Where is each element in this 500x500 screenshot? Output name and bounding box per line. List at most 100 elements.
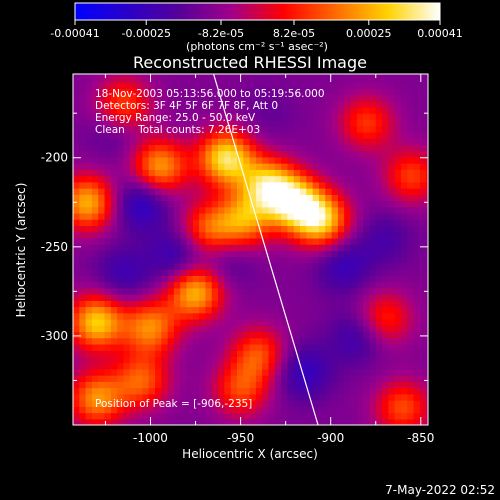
heatmap-cell xyxy=(192,418,200,425)
heatmap-cell xyxy=(85,375,93,382)
heatmap-cell xyxy=(98,337,106,345)
heatmap-cell xyxy=(79,318,87,326)
heatmap-cell xyxy=(161,381,169,389)
heatmap-cell xyxy=(300,219,307,227)
heatmap-cell xyxy=(186,75,194,83)
heatmap-cell xyxy=(382,281,389,289)
heatmap-cell xyxy=(192,100,200,108)
heatmap-cell xyxy=(249,269,257,276)
heatmap-cell xyxy=(236,343,244,351)
heatmap-cell xyxy=(268,375,276,382)
heatmap-cell xyxy=(123,144,131,152)
heatmap-cell xyxy=(180,119,188,127)
heatmap-cell xyxy=(91,88,99,96)
heatmap-cell xyxy=(243,206,251,214)
heatmap-cell xyxy=(186,194,194,202)
heatmap-cell xyxy=(312,212,320,220)
heatmap-cell xyxy=(262,94,270,102)
heatmap-cell xyxy=(287,175,295,183)
heatmap-cell xyxy=(344,400,352,407)
heatmap-cell xyxy=(161,244,169,251)
heatmap-cell xyxy=(331,331,339,339)
heatmap-cell xyxy=(211,163,219,170)
heatmap-cell xyxy=(400,368,408,376)
heatmap-cell xyxy=(325,418,333,425)
heatmap-cell xyxy=(167,225,175,233)
heatmap-cell xyxy=(388,106,396,114)
heatmap-cell xyxy=(142,300,150,308)
heatmap-cell xyxy=(255,138,263,145)
heatmap-cell xyxy=(312,381,320,389)
heatmap-cell xyxy=(123,113,131,121)
heatmap-cell xyxy=(98,269,106,276)
heatmap-cell xyxy=(356,188,364,195)
heatmap-cell xyxy=(337,125,345,133)
heatmap-cell xyxy=(142,350,150,358)
heatmap-cell xyxy=(91,406,99,414)
heatmap-cell xyxy=(318,175,326,183)
heatmap-cell xyxy=(73,368,80,376)
heatmap-cell xyxy=(287,225,295,233)
heatmap-cell xyxy=(375,212,383,220)
heatmap-cell xyxy=(426,318,428,326)
heatmap-cell xyxy=(85,194,93,202)
heatmap-cell xyxy=(274,175,282,183)
heatmap-cell xyxy=(73,75,80,83)
heatmap-cell xyxy=(363,350,371,358)
heatmap-cell xyxy=(136,119,143,127)
heatmap-cell xyxy=(142,100,150,108)
heatmap-cell xyxy=(218,125,225,133)
heatmap-cell xyxy=(243,287,251,295)
heatmap-cell xyxy=(148,300,156,308)
heatmap-cell xyxy=(91,74,99,77)
heatmap-cell xyxy=(211,200,219,208)
heatmap-cell xyxy=(337,156,345,164)
heatmap-cell xyxy=(85,94,93,102)
heatmap-cell xyxy=(394,94,402,102)
heatmap-cell xyxy=(350,150,358,158)
heatmap-cell xyxy=(98,225,106,233)
heatmap-cell xyxy=(148,169,156,177)
heatmap-cell xyxy=(331,306,339,314)
heatmap-cell xyxy=(274,412,282,420)
heatmap-cell xyxy=(363,175,371,183)
heatmap-cell xyxy=(268,131,276,139)
heatmap-cell xyxy=(167,306,175,314)
heatmap-cell xyxy=(218,312,225,320)
heatmap-cell xyxy=(117,362,125,370)
heatmap-cell xyxy=(262,312,270,320)
heatmap-cell xyxy=(91,113,99,121)
heatmap-cell xyxy=(375,400,383,407)
heatmap-cell xyxy=(337,138,345,145)
heatmap-cell xyxy=(104,212,112,220)
heatmap-cell xyxy=(407,400,415,407)
heatmap-cell xyxy=(318,256,326,264)
heatmap-cell xyxy=(281,412,289,420)
heatmap-cell xyxy=(350,337,358,345)
heatmap-cell xyxy=(79,181,87,189)
heatmap-cell xyxy=(274,219,282,227)
heatmap-cell xyxy=(394,269,402,276)
heatmap-cell xyxy=(117,418,125,425)
heatmap-cell xyxy=(104,194,112,202)
heatmap-cell xyxy=(337,400,345,407)
heatmap-cell xyxy=(192,312,200,320)
heatmap-cell xyxy=(98,250,106,258)
heatmap-cell xyxy=(300,318,307,326)
heatmap-cell xyxy=(205,225,213,233)
heatmap-cell xyxy=(262,82,270,89)
heatmap-cell xyxy=(268,206,276,214)
heatmap-cell xyxy=(419,225,427,233)
heatmap-cell xyxy=(117,206,125,214)
heatmap-cell xyxy=(142,262,150,270)
heatmap-cell xyxy=(117,250,125,258)
heatmap-cell xyxy=(136,169,143,177)
heatmap-cell xyxy=(173,412,181,420)
heatmap-cell xyxy=(337,212,345,220)
heatmap-cell xyxy=(274,281,282,289)
heatmap-cell xyxy=(224,94,232,102)
heatmap-cell xyxy=(249,144,257,152)
heatmap-cell xyxy=(85,200,93,208)
heatmap-cell xyxy=(98,194,106,202)
heatmap-cell xyxy=(129,368,137,376)
